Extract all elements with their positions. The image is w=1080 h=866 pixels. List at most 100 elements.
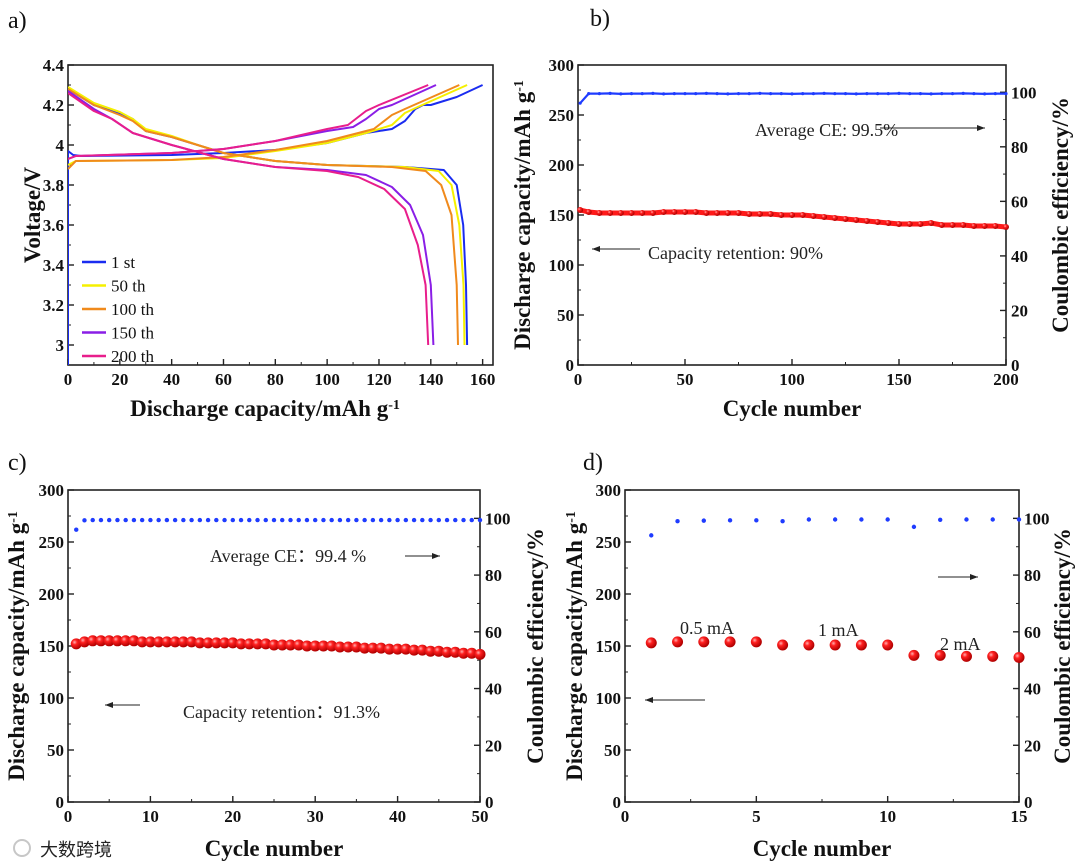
- y2-tick-label: 20: [1011, 301, 1028, 320]
- series-2-charge-line: [68, 84, 460, 170]
- y2-tick-label: 80: [485, 566, 502, 585]
- series-4-charge-line: [68, 84, 429, 160]
- ce-point: [247, 517, 252, 523]
- capacity-point: [703, 210, 710, 216]
- ce-point: [378, 517, 384, 523]
- capacity-point: [227, 637, 239, 649]
- x-tick-label: 0: [64, 370, 73, 389]
- capacity-point: [698, 636, 710, 648]
- annotation: Capacity retention: 90%: [648, 243, 823, 263]
- y2-axis-title-main: Coulombic efficiency/%: [1050, 528, 1075, 764]
- capacity-point: [474, 648, 486, 660]
- y-axis-title-main: Discharge capacity/mAh g: [510, 91, 535, 350]
- legend-label: 1 st: [111, 253, 135, 272]
- y2-tick-label: 0: [485, 793, 494, 812]
- capacity-point: [970, 223, 977, 229]
- ce-point: [205, 517, 211, 523]
- capacity-point: [293, 639, 305, 651]
- y2-tick-label: 60: [485, 623, 502, 642]
- capacity-point: [186, 636, 198, 648]
- x-axis-title: Discharge capacity/mAh g-1: [130, 396, 400, 421]
- y-tick-label: 300: [39, 481, 65, 500]
- ce-point: [189, 517, 194, 523]
- y-axis-title-main: Voltage/V: [20, 166, 45, 263]
- ce-point: [354, 517, 359, 523]
- capacity-point: [103, 635, 115, 647]
- ce-point: [754, 518, 759, 523]
- panel-label: c): [8, 450, 27, 476]
- capacity-point: [284, 639, 296, 651]
- capacity-point: [607, 210, 614, 216]
- ce-point: [148, 517, 153, 523]
- capacity-point: [928, 220, 935, 226]
- capacity-point: [128, 635, 140, 647]
- ce-point: [436, 517, 441, 523]
- capacity-point: [596, 210, 603, 216]
- capacity-point: [960, 222, 967, 228]
- x-axis-title-main: Cycle number: [723, 396, 862, 421]
- annotation: Capacity retention：91.3%: [183, 702, 380, 722]
- ce-point: [222, 517, 227, 523]
- capacity-point: [855, 639, 867, 651]
- ce-point: [395, 517, 400, 523]
- ce-point: [461, 517, 466, 523]
- capacity-point: [750, 636, 762, 648]
- capacity-point: [260, 638, 272, 650]
- y-tick-label: 4.2: [43, 96, 64, 115]
- x-tick-label: 50: [472, 807, 489, 826]
- y-tick-label: 3.4: [43, 256, 65, 275]
- panel-label: b): [590, 6, 610, 32]
- y-tick-label: 300: [596, 481, 622, 500]
- capacity-point: [383, 643, 395, 655]
- capacity-point: [169, 636, 181, 648]
- ce-point: [444, 517, 450, 523]
- y-axis-title-sup: -1: [512, 80, 527, 92]
- capacity-point: [87, 635, 99, 647]
- ce-point: [172, 517, 178, 523]
- y-axis-title: Voltage/V: [20, 166, 45, 263]
- capacity-point: [153, 636, 165, 648]
- capacity-point: [301, 640, 313, 652]
- ce-point: [107, 517, 112, 523]
- y-tick-label: 50: [604, 741, 621, 760]
- capacity-point: [111, 635, 123, 647]
- x-tick-label: 100: [314, 370, 340, 389]
- y2-tick-label: 100: [1024, 509, 1050, 528]
- x-tick-label: 140: [418, 370, 444, 389]
- x-tick-label: 30: [307, 807, 324, 826]
- x-axis-title: Cycle number: [723, 396, 862, 421]
- ce-point: [329, 517, 334, 523]
- ce-point: [345, 517, 351, 523]
- ce-point: [90, 517, 95, 523]
- ce-point: [197, 517, 203, 523]
- capacity-point: [367, 642, 379, 654]
- y2-axis-title: Coulombic efficiency/%: [523, 528, 548, 764]
- capacity-point: [645, 637, 657, 649]
- annotation: 0.5 mA: [680, 618, 734, 638]
- panel-b: b)0 50 100 150 20005010015020025030002040608…: [510, 6, 1073, 421]
- y2-tick-label: 20: [485, 736, 502, 755]
- capacity-point: [276, 639, 288, 651]
- x-tick-label: 160: [470, 370, 496, 389]
- y-tick-label: 300: [549, 56, 575, 75]
- x-tick-label: 120: [366, 370, 392, 389]
- ce-point: [74, 527, 79, 532]
- capacity-point: [853, 217, 860, 223]
- capacity-point: [714, 210, 721, 216]
- capacity-point: [1013, 651, 1025, 663]
- y-axis-title-main: Discharge capacity/mAh g: [562, 522, 587, 781]
- capacity-point: [458, 647, 470, 659]
- x-tick-label: 100: [779, 370, 805, 389]
- ce-point: [115, 517, 120, 523]
- annotation: 2 mA: [940, 634, 981, 654]
- capacity-point: [350, 641, 362, 653]
- y2-tick-label: 80: [1011, 138, 1028, 157]
- ce-point: [1016, 517, 1022, 522]
- capacity-point: [210, 637, 222, 649]
- x-tick-label: 40: [389, 807, 406, 826]
- y2-tick-label: 40: [1024, 680, 1041, 699]
- ce-point: [337, 517, 343, 523]
- x-tick-label: 10: [879, 807, 896, 826]
- y-tick-label: 3.6: [43, 216, 64, 235]
- x-tick-label: 20: [224, 807, 241, 826]
